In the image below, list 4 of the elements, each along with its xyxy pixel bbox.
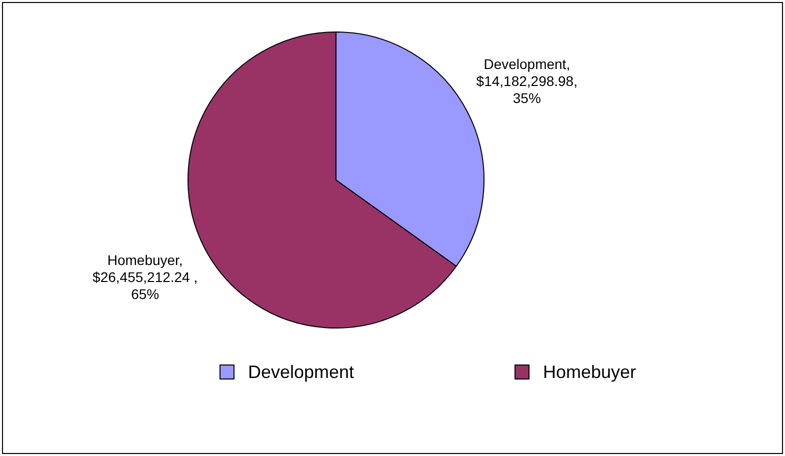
data-label: Homebuyer, $26,455,212.24 , 65% bbox=[92, 252, 198, 302]
legend-label: Homebuyer bbox=[543, 362, 636, 382]
data-label: Development, $14,182,298.98, 35% bbox=[476, 56, 578, 106]
legend-label: Development bbox=[248, 362, 354, 382]
